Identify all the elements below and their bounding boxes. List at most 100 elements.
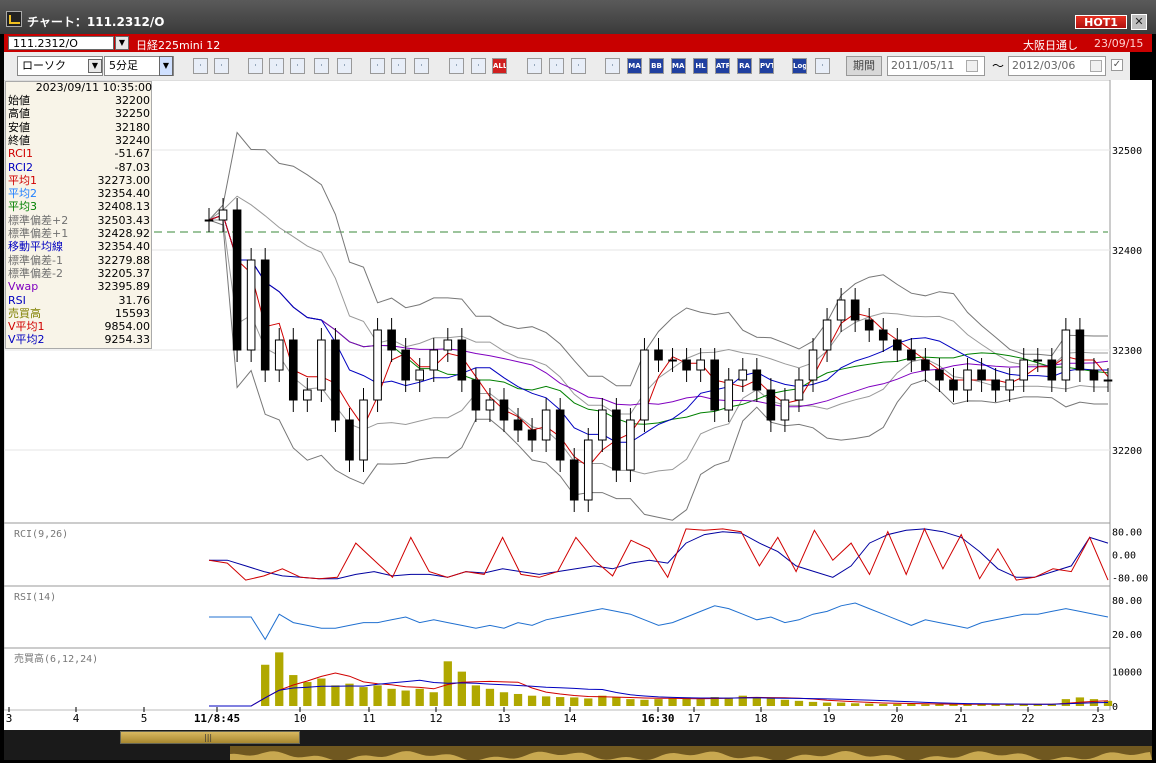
close-icon[interactable]: ✕: [1131, 14, 1147, 30]
bar-one-icon[interactable]: ·: [449, 58, 464, 74]
price-tick-label: 32500: [1112, 146, 1142, 157]
info-row-label: Vwap: [8, 280, 39, 294]
candle-body: [738, 369, 748, 381]
candle-body: [1005, 379, 1014, 391]
chart-type-dropdown-icon[interactable]: ▼: [88, 59, 102, 73]
info-row-label: 平均3: [8, 200, 37, 214]
candle-body: [555, 409, 565, 461]
export-icon[interactable]: ·: [815, 58, 830, 74]
candle-body: [541, 409, 551, 441]
info-row: RCI2 -87.03: [8, 161, 150, 174]
info-row: 平均3 32408.13: [8, 200, 150, 213]
volume-bar: [317, 678, 326, 706]
bb2-icon[interactable]: BB: [649, 58, 664, 74]
blank-icon[interactable]: ·: [337, 58, 352, 74]
volume-bar: [696, 699, 705, 706]
volume-bar: [261, 664, 270, 706]
candle-body: [892, 339, 902, 351]
info-row: 平均1 32273.00: [8, 174, 150, 187]
volume-bar: [1103, 700, 1113, 706]
info-row-value: 15593: [115, 306, 150, 320]
bar-two-icon[interactable]: ·: [471, 58, 486, 74]
x-tick-label: 12: [429, 712, 442, 725]
candle-body: [218, 209, 228, 221]
window-titlebar: [0, 0, 1156, 34]
period-button[interactable]: 期間: [846, 56, 882, 76]
volume-bar: [668, 698, 677, 706]
x-tick-label: 16:30: [641, 712, 674, 725]
chart-svg[interactable]: 32500 32400 32300 32200 RCI(9,26) 80.00 0.00 -8…: [3, 79, 1152, 730]
x-tick-label: 20: [890, 712, 903, 725]
info-row: 安値 32180: [8, 121, 150, 134]
candle-body: [373, 329, 382, 401]
all-icon[interactable]: ALL: [492, 58, 507, 74]
calendar-to-icon[interactable]: [1090, 60, 1102, 72]
overview-band[interactable]: [230, 746, 1152, 761]
info-row-label: 終値: [8, 133, 30, 147]
info-row-label: 始値: [8, 94, 30, 107]
volume-pane-label: 売買高(6,12,24): [14, 652, 98, 665]
x-tick-label: 11/8:45: [194, 712, 240, 725]
volume-average-1-line: [209, 672, 1109, 707]
candle-body: [429, 349, 439, 371]
symbol-name: 日経225mini 12: [136, 39, 221, 52]
pvt-icon[interactable]: PVT: [759, 58, 774, 74]
gear-icon[interactable]: ·: [527, 58, 542, 74]
data-window: 2023/09/11 10:35:00 始値 32200 高値 32250 安値 3218…: [5, 81, 152, 349]
color-icon[interactable]: ·: [571, 58, 586, 74]
volume-bar: [654, 699, 663, 706]
info-row: Vwap 32395.89: [8, 280, 150, 293]
hot-button[interactable]: HOT1: [1075, 15, 1127, 29]
candle-body: [794, 379, 804, 401]
interval-dropdown-icon[interactable]: ▼: [159, 56, 173, 76]
info-row-value: 32250: [115, 107, 150, 121]
hl-icon[interactable]: HL: [693, 58, 708, 74]
info-row-value: 32354.40: [97, 187, 151, 201]
ma-icon[interactable]: MA: [627, 58, 642, 74]
chart-area[interactable]: 32500 32400 32300 32200 RCI(9,26) 80.00 0.00 -8…: [3, 79, 1152, 730]
interval-select[interactable]: 5分足: [104, 56, 174, 76]
x-tick-label: 17: [687, 712, 700, 725]
candle-body: [612, 409, 621, 471]
info-row: 標準偏差+1 32428.92: [8, 227, 150, 240]
scale-icon[interactable]: ·: [314, 58, 329, 74]
wrench-icon[interactable]: ·: [549, 58, 564, 74]
candle-body: [359, 399, 368, 461]
info-row: 売買高 15593: [8, 307, 150, 320]
pen-icon[interactable]: ·: [370, 58, 385, 74]
candle-body: [232, 209, 242, 351]
chart-search-icon[interactable]: ·: [269, 58, 284, 74]
scroll-thumb[interactable]: [120, 731, 300, 744]
mae-icon[interactable]: MAE: [671, 58, 686, 74]
symbol-bar: [4, 34, 1152, 52]
ra-icon[interactable]: RA: [737, 58, 752, 74]
pointer-icon[interactable]: ·: [391, 58, 406, 74]
list-icon[interactable]: ·: [290, 58, 305, 74]
zoom-icon[interactable]: ·: [193, 58, 208, 74]
info-row: V平均1 9854.00: [8, 320, 150, 333]
chart-type-select[interactable]: ローソク: [17, 56, 103, 76]
symbol-dropdown-icon[interactable]: ▼: [115, 36, 129, 50]
info-row-label: 平均2: [8, 187, 37, 201]
range-checkbox[interactable]: ✓: [1111, 59, 1123, 71]
volume-bar: [289, 675, 298, 706]
calendar-from-icon[interactable]: [966, 60, 978, 72]
rci2-line: [209, 528, 1109, 580]
undo-icon[interactable]: ·: [414, 58, 429, 74]
crosshair-icon[interactable]: ·: [214, 58, 229, 74]
arrow-down-icon[interactable]: ·: [248, 58, 263, 74]
volume-bar: [331, 685, 340, 706]
atr-icon[interactable]: ATR: [715, 58, 730, 74]
volume-bar: [1061, 699, 1071, 706]
volume-bar: [1005, 703, 1014, 706]
candle-body: [949, 379, 958, 391]
date-from-field[interactable]: 2011/05/11: [887, 56, 985, 76]
info-row: V平均2 9254.33: [8, 333, 150, 346]
bb-icon[interactable]: ·: [605, 58, 620, 74]
symbol-input[interactable]: 111.2312/O: [8, 36, 114, 50]
log-icon[interactable]: Log: [792, 58, 807, 74]
candle-body: [401, 349, 410, 381]
info-row-value: 32503.43: [97, 213, 151, 227]
info-row: 移動平均線 32354.40: [8, 240, 150, 253]
date-to-field[interactable]: 2012/03/06: [1008, 56, 1106, 76]
